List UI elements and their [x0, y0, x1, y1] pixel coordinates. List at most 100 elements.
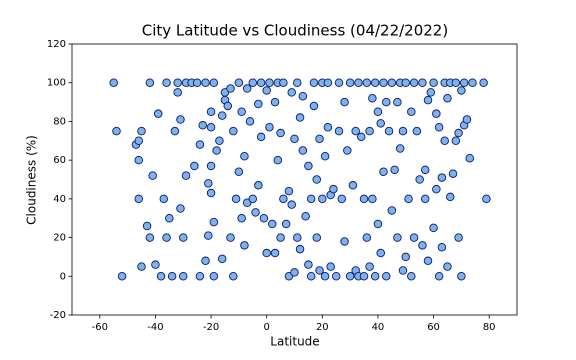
point	[270, 248, 280, 258]
point	[440, 136, 449, 146]
point	[284, 186, 294, 196]
point	[345, 272, 355, 281]
point	[176, 204, 185, 213]
point	[334, 78, 344, 87]
point	[137, 126, 146, 136]
point	[382, 272, 391, 281]
y-tick-label: 100	[47, 78, 66, 89]
point	[242, 84, 252, 93]
point	[409, 233, 419, 242]
point	[176, 115, 185, 124]
point	[290, 268, 299, 277]
point	[362, 78, 372, 87]
point	[117, 272, 127, 281]
point	[226, 84, 235, 93]
point	[251, 208, 260, 217]
point	[156, 272, 166, 281]
point	[134, 155, 143, 165]
point	[379, 78, 388, 87]
x-tick-label: 40	[372, 322, 385, 333]
point	[387, 206, 397, 215]
point	[423, 256, 433, 266]
point	[368, 93, 377, 103]
point	[418, 241, 427, 250]
point	[393, 233, 402, 242]
point	[345, 78, 355, 87]
point	[309, 101, 319, 111]
point	[432, 184, 441, 194]
point	[173, 78, 182, 87]
point	[365, 126, 374, 136]
point	[454, 233, 463, 242]
point	[229, 126, 238, 136]
point	[159, 194, 169, 204]
point	[368, 194, 377, 204]
point	[204, 231, 213, 240]
point	[290, 134, 299, 144]
point	[323, 122, 333, 132]
point	[401, 78, 411, 87]
point	[153, 109, 163, 118]
point	[209, 272, 219, 281]
point	[295, 113, 305, 122]
point	[462, 115, 472, 124]
point	[312, 175, 322, 184]
point	[415, 175, 424, 184]
point	[340, 97, 349, 107]
point	[398, 126, 408, 136]
point	[240, 152, 249, 161]
point	[306, 194, 316, 204]
point	[398, 266, 408, 275]
point	[334, 126, 344, 136]
point	[265, 122, 274, 132]
point	[426, 88, 436, 97]
y-tick-label: 40	[53, 194, 66, 205]
point	[162, 233, 171, 242]
point	[468, 78, 477, 87]
point	[420, 194, 430, 204]
point	[479, 78, 488, 87]
point	[273, 155, 283, 165]
point	[262, 86, 271, 95]
point	[429, 223, 438, 233]
point	[301, 212, 310, 221]
point	[262, 248, 271, 258]
point	[170, 126, 180, 136]
point	[373, 219, 383, 229]
point	[237, 213, 246, 223]
point	[412, 126, 422, 136]
point	[390, 165, 399, 175]
point	[387, 78, 397, 87]
point	[265, 78, 274, 87]
point	[420, 165, 430, 175]
plot-frame	[71, 43, 518, 316]
point	[215, 136, 224, 146]
point	[401, 252, 411, 262]
point	[178, 233, 188, 242]
y-tick-label: 0	[60, 271, 66, 282]
y-tick-label: 60	[53, 155, 66, 166]
point	[229, 272, 238, 281]
point	[109, 78, 118, 87]
point	[309, 78, 319, 87]
point	[287, 200, 296, 209]
point	[443, 93, 452, 103]
point	[370, 78, 380, 87]
point	[376, 119, 385, 128]
point	[437, 173, 447, 182]
point	[362, 233, 372, 242]
point	[340, 237, 349, 246]
point	[223, 101, 232, 111]
point	[446, 192, 455, 202]
point	[248, 194, 258, 204]
point	[357, 132, 366, 142]
point	[134, 136, 143, 146]
point	[237, 107, 246, 116]
point	[465, 153, 474, 163]
point	[209, 78, 219, 87]
point	[217, 254, 227, 264]
point	[217, 111, 227, 120]
point	[457, 272, 466, 281]
point	[270, 97, 280, 107]
